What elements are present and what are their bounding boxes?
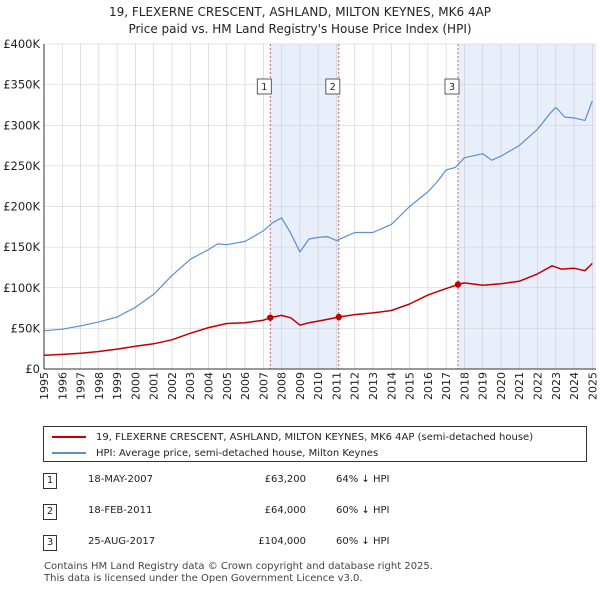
y-tick-label: £100K [3, 281, 40, 295]
sale-marker-box [444, 78, 460, 95]
sale-price: £64,000 [264, 505, 306, 516]
y-tick-label: £50K [11, 321, 41, 335]
x-tick-label: 2005 [221, 372, 234, 400]
x-tick-label: 2004 [203, 372, 216, 400]
footer-line-2: This data is licensed under the Open Gov… [44, 573, 363, 584]
x-tick-label: 1995 [38, 372, 51, 400]
sale-row: 3 25-AUG-2017 £104,000 60% ↓ HPI [40, 534, 460, 554]
sale-number-badge: 1 [43, 473, 57, 489]
x-tick-label: 1999 [111, 372, 124, 400]
sale-point [335, 313, 343, 321]
x-tick-label: 2010 [312, 372, 325, 400]
x-tick-label: 2002 [166, 372, 179, 400]
sale-marker-box [325, 78, 341, 95]
x-tick-label: 2001 [148, 372, 161, 400]
title-line-2: Price paid vs. HM Land Registry's House … [128, 22, 472, 36]
x-tick-label: 2024 [568, 372, 581, 400]
x-tick-label: 2023 [550, 372, 563, 400]
legend-label-property: 19, FLEXERNE CRESCENT, ASHLAND, MILTON K… [96, 431, 534, 443]
x-tick-label: 2003 [184, 372, 197, 400]
x-tick-label: 1997 [75, 372, 88, 400]
x-tick-label: 2016 [422, 372, 435, 400]
sale-marker-label: 1 [261, 82, 267, 93]
legend: 19, FLEXERNE CRESCENT, ASHLAND, MILTON K… [43, 426, 587, 462]
y-tick-label: £0 [25, 362, 40, 376]
sale-marker-box [256, 78, 272, 95]
x-tick-label: 2014 [385, 372, 398, 400]
sale-hpi-delta: 60% ↓ HPI [336, 536, 390, 547]
x-tick-label: 2009 [294, 372, 307, 400]
y-tick-label: £150K [3, 240, 40, 254]
y-tick-label: £400K [3, 37, 40, 51]
y-tick-label: £350K [3, 78, 40, 92]
sale-date: 25-AUG-2017 [88, 536, 156, 547]
sale-point [454, 281, 462, 288]
x-tick-label: 2019 [477, 372, 490, 400]
sale-points [267, 281, 462, 321]
x-tick-label: 2012 [349, 372, 362, 400]
property-price-line [43, 262, 593, 356]
title-line-1: 19, FLEXERNE CRESCENT, ASHLAND, MILTON K… [108, 5, 492, 19]
price-chart: 1 2 3 £0 £50K £100K £150K £200K £250K £300K £350K… [3, 37, 599, 400]
x-tick-label: 2015 [404, 372, 417, 400]
x-tick-label: 2022 [532, 372, 545, 400]
sale-price: £63,200 [264, 474, 306, 485]
legend-item-property: 19, FLEXERNE CRESCENT, ASHLAND, MILTON K… [52, 429, 533, 445]
legend-item-hpi: HPI: Average price, semi-detached house,… [52, 445, 378, 461]
marker-labels: 1 2 3 [256, 78, 460, 95]
x-tick-label: 2007 [257, 372, 270, 400]
sale-date: 18-MAY-2007 [88, 474, 154, 485]
y-tick-label: £200K [3, 200, 40, 214]
sale-marker-label: 2 [330, 82, 336, 93]
x-tick-label: 2000 [129, 372, 142, 400]
sale-marker-label: 3 [449, 82, 455, 93]
x-tick-label: 2018 [458, 372, 471, 400]
sale-hpi-delta: 64% ↓ HPI [336, 474, 390, 485]
legend-swatch-hpi [52, 452, 86, 454]
legend-swatch-property [52, 436, 86, 438]
chart-title: 19, FLEXERNE CRESCENT, ASHLAND, MILTON K… [0, 4, 600, 38]
sale-hpi-delta: 60% ↓ HPI [336, 505, 390, 516]
x-tick-label: 2021 [513, 372, 526, 400]
legend-label-hpi: HPI: Average price, semi-detached house,… [96, 447, 379, 459]
x-tick-label: 2008 [276, 372, 289, 400]
y-tick-label: £300K [3, 118, 40, 132]
series-lines [43, 100, 593, 356]
axes: £0 £50K £100K £150K £200K £250K £300K £350K £400… [3, 37, 599, 400]
sale-row: 1 18-MAY-2007 £63,200 64% ↓ HPI [40, 472, 460, 492]
footer-line-1: Contains HM Land Registry data © Crown c… [44, 561, 433, 572]
footer-notice: Contains HM Land Registry data © Crown c… [44, 561, 433, 585]
sale-price: £104,000 [258, 536, 306, 547]
x-tick-label: 2011 [330, 372, 343, 400]
x-tick-label: 1998 [93, 372, 106, 400]
x-tick-label: 2020 [495, 372, 508, 400]
sale-row: 2 18-FEB-2011 £64,000 60% ↓ HPI [40, 503, 460, 523]
grid [43, 43, 596, 370]
x-tick-label: 2025 [586, 372, 599, 400]
x-tick-label: 1996 [56, 372, 69, 400]
sale-number-badge: 2 [43, 504, 57, 520]
sale-point [267, 314, 274, 321]
y-tick-label: £250K [3, 159, 40, 173]
sale-date: 18-FEB-2011 [88, 505, 153, 516]
x-tick-label: 2013 [367, 372, 380, 400]
x-tick-label: 2006 [239, 372, 252, 400]
hpi-line [43, 100, 593, 332]
sale-number-badge: 3 [43, 535, 57, 551]
x-tick-label: 2017 [440, 372, 453, 400]
